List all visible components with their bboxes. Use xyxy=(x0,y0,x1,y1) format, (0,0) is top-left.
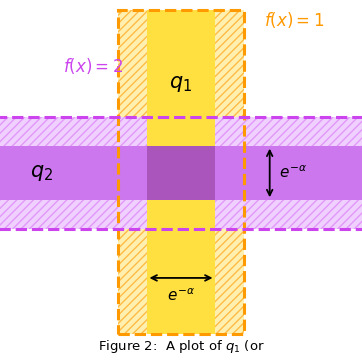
Text: $e^{-\alpha}$: $e^{-\alpha}$ xyxy=(279,165,307,181)
Text: $f(x) = 2$: $f(x) = 2$ xyxy=(63,56,123,76)
Bar xyxy=(118,10,244,334)
Text: $f(x) = 1$: $f(x) = 1$ xyxy=(264,10,324,30)
Bar xyxy=(118,10,244,334)
Bar xyxy=(118,10,244,334)
Text: $q_2$: $q_2$ xyxy=(30,163,53,183)
Text: Figure 2:  A plot of $q_1$ (or: Figure 2: A plot of $q_1$ (or xyxy=(98,338,264,355)
Text: $q_1$: $q_1$ xyxy=(169,74,193,94)
Text: $e^{-\alpha}$: $e^{-\alpha}$ xyxy=(167,287,195,304)
Bar xyxy=(0,117,362,229)
Bar xyxy=(147,146,215,200)
Bar xyxy=(0,117,362,229)
Bar xyxy=(0,146,362,200)
Bar xyxy=(147,10,215,334)
Bar xyxy=(0,117,362,229)
